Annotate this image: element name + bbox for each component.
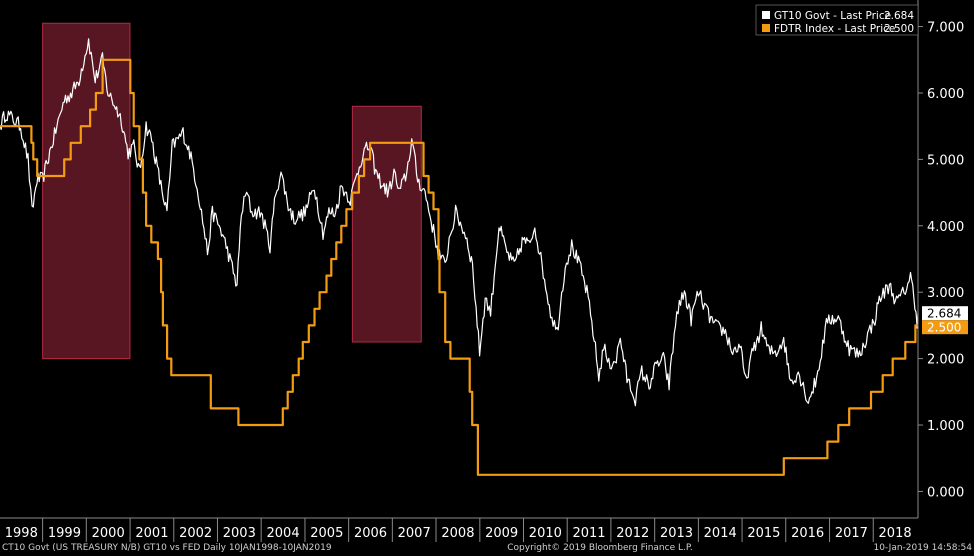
legend-value-fdtr: 2.500 [884, 23, 914, 35]
legend-box [755, 4, 919, 36]
y-tick-label: 5.000 [927, 153, 964, 168]
x-tick-label: 2016 [791, 526, 824, 541]
highlight-region-2 [351, 105, 422, 343]
x-ticks: 1998 1999 2000 2001 2002 2003 2004 2005 2006 2007… [5, 518, 912, 542]
x-tick-label: 2011 [572, 526, 605, 541]
series-line-gt10 [0, 38, 919, 407]
legend-label-fdtr: FDTR Index - Last Price [774, 23, 895, 35]
last-value-gt10-label: 2.684 [927, 307, 961, 321]
x-tick-label: 2008 [441, 526, 474, 541]
last-value-gt10-box [922, 306, 968, 321]
x-tick-label: 2000 [92, 526, 125, 541]
x-tick-label: 1999 [48, 526, 81, 541]
x-tick-label: 2005 [310, 526, 343, 541]
x-tick-label: 2001 [135, 526, 168, 541]
highlight-regions [42, 22, 422, 360]
x-tick-label: 2015 [747, 526, 780, 541]
last-value-fdtr-box [922, 320, 968, 335]
y-ticks: 0.000 1.000 2.000 3.000 4.000 5.000 6.000 7.000 [918, 21, 964, 500]
x-tick-label: 2003 [223, 526, 256, 541]
y-tick-label: 4.000 [927, 220, 964, 235]
footer-right: 10-Jan-2019 14:58:54 [873, 543, 972, 552]
x-tick-label: 2014 [704, 526, 737, 541]
legend: GT10 Govt - Last Price 2.684 FDTR Index … [755, 4, 919, 36]
footer: CT10 Govt (US TREASURY N/B) GT10 vs FED … [2, 543, 972, 553]
legend-swatch-gt10 [762, 11, 770, 19]
y-tick-label: 3.000 [927, 286, 964, 301]
axes [0, 0, 919, 519]
legend-value-gt10: 2.684 [884, 10, 914, 22]
series-lines [0, 38, 919, 476]
footer-left: CT10 Govt (US TREASURY N/B) GT10 vs FED … [2, 543, 332, 552]
x-tick-label: 2002 [179, 526, 212, 541]
x-tick-label: 2007 [398, 526, 431, 541]
y-tick-label: 7.000 [927, 21, 964, 36]
x-tick-label: 2012 [616, 526, 649, 541]
x-tick-label: 2017 [835, 526, 868, 541]
x-tick-label: 1998 [5, 526, 38, 541]
last-value-fdtr-label: 2.500 [927, 321, 961, 335]
y-tick-label: 0.000 [927, 485, 964, 500]
x-tick-label: 2013 [660, 526, 693, 541]
x-tick-label: 2004 [267, 526, 300, 541]
y-tick-label: 6.000 [927, 87, 964, 102]
y-tick-label: 2.000 [927, 353, 964, 368]
x-tick-label: 2009 [485, 526, 518, 541]
y-tick-label: 1.000 [927, 419, 964, 434]
series-line-fdtr [0, 58, 918, 476]
legend-label-gt10: GT10 Govt - Last Price [774, 10, 891, 22]
x-tick-label: 2006 [354, 526, 387, 541]
legend-swatch-fdtr [762, 24, 770, 32]
x-tick-label: 2010 [529, 526, 562, 541]
x-tick-label: 2018 [879, 526, 912, 541]
footer-center: Copyright© 2019 Bloomberg Finance L.P. [507, 543, 692, 552]
highlight-region-1 [42, 22, 131, 360]
